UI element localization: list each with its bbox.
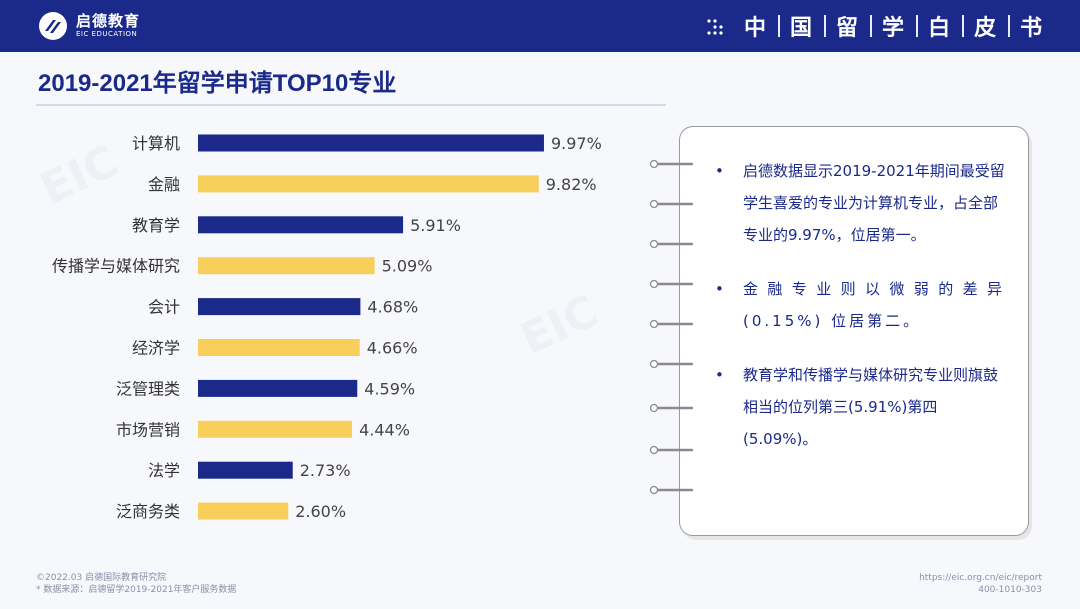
category-label: 传播学与媒体研究: [52, 257, 180, 276]
category-label: 教育学: [132, 216, 180, 235]
title-separator: [1008, 15, 1011, 37]
logo[interactable]: 启德教育 EIC EDUCATION: [38, 10, 140, 42]
category-label: 计算机: [132, 134, 180, 153]
note-item: • 启德数据显示2019-2021年期间最受留学生喜爱的专业为计算机专业，占全部…: [715, 155, 1005, 251]
footer-left: ©2022.03 启德国际教育研究院 * 数据来源：启德留学2019-2021年…: [36, 572, 236, 596]
title-separator: [916, 15, 919, 37]
bar: [198, 379, 358, 397]
note-item: • 教育学和传播学与媒体研究专业则旗鼓相当的位列第三(5.91%)第四(5.09…: [715, 359, 1005, 455]
bar: [198, 175, 539, 193]
value-label: 5.09%: [382, 257, 433, 276]
category-label: 法学: [148, 461, 180, 480]
footer-right: https://eic.org.cn/eic/report 400-1010-3…: [919, 572, 1042, 596]
category-label: 经济学: [132, 339, 180, 358]
logo-name-cn: 启德教育: [76, 12, 141, 30]
bar: [198, 420, 353, 438]
title-char: 白: [928, 16, 953, 41]
title-separator: [870, 15, 873, 37]
ring-binder-icon: [649, 239, 694, 249]
value-label: 2.60%: [295, 502, 346, 521]
bar: [198, 216, 404, 234]
category-label: 市场营销: [116, 420, 180, 439]
ring-binder-icon: [649, 403, 694, 413]
title-separator: [824, 15, 827, 37]
title-char: 皮: [974, 16, 999, 41]
ring-binder-icon: [649, 359, 694, 369]
category-label: 泛管理类: [116, 379, 180, 398]
title-separator: [778, 15, 781, 37]
title-char: 中: [744, 16, 769, 41]
report-url-link[interactable]: https://eic.org.cn/eic/report: [919, 573, 1042, 583]
ring-binder-icon: [649, 199, 694, 209]
report-title: 中国留学白皮书: [744, 11, 1044, 41]
category-label: 金融: [148, 175, 180, 194]
value-label: 4.66%: [367, 339, 418, 358]
value-label: 4.68%: [367, 298, 418, 317]
category-label: 会计: [148, 298, 180, 317]
value-label: 9.82%: [546, 175, 597, 194]
bullet-icon: •: [715, 162, 724, 180]
notebook-card: [679, 126, 1029, 536]
title-char: 书: [1020, 16, 1045, 41]
notes-list: • 启德数据显示2019-2021年期间最受留学生喜爱的专业为计算机专业，占全部…: [715, 155, 1005, 477]
ring-binder-icon: [649, 485, 694, 495]
header-bar: 启德教育 EIC EDUCATION 中国留学白皮书: [0, 0, 1080, 52]
page-title: 2019-2021年留学申请TOP10专业: [38, 70, 397, 97]
bar: [198, 134, 544, 152]
bar: [198, 298, 361, 316]
value-label: 5.91%: [410, 216, 461, 235]
phone-number: 400-1010-303: [978, 585, 1042, 595]
bar: [198, 502, 289, 520]
source-text: * 数据来源：启德留学2019-2021年客户服务数据: [36, 585, 237, 595]
bar: [198, 339, 360, 356]
dots-grid-icon: [707, 19, 723, 35]
bar: [198, 257, 375, 275]
ring-binder-icon: [649, 159, 694, 169]
value-label: 2.73%: [300, 461, 351, 480]
title-char: 国: [790, 16, 815, 41]
note-item: • 金融专业则以微弱的差异(0.15%) 位居第二。: [715, 273, 1005, 337]
eic-logo-icon: [39, 12, 67, 40]
note-text: 金融专业则以微弱的差异(0.15%) 位居第二。: [743, 280, 1005, 330]
logo-name-en: EIC EDUCATION: [76, 30, 138, 38]
category-label: 泛商务类: [116, 502, 180, 521]
bar: [198, 461, 293, 479]
title-char: 学: [882, 16, 907, 41]
value-label: 9.97%: [551, 134, 602, 153]
value-label: 4.59%: [364, 379, 415, 398]
note-text: 启德数据显示2019-2021年期间最受留学生喜爱的专业为计算机专业，占全部专业…: [743, 162, 1005, 244]
title-divider: [36, 104, 666, 106]
title-char: 留: [836, 16, 861, 41]
ring-binder-icon: [649, 279, 694, 289]
notebook-rings: [649, 159, 694, 495]
copyright-text: ©2022.03 启德国际教育研究院: [36, 573, 167, 583]
title-separator: [962, 15, 965, 37]
bullet-icon: •: [715, 366, 724, 384]
ring-binder-icon: [649, 319, 694, 329]
note-text: 教育学和传播学与媒体研究专业则旗鼓相当的位列第三(5.91%)第四(5.09%)…: [743, 366, 999, 448]
bar-chart: 计算机 9.97% 金融 9.82% 教育学 5.91% 传播学与媒体研究 5.09% 会计 4.…: [52, 134, 602, 521]
ring-binder-icon: [649, 445, 694, 455]
bullet-icon: •: [715, 280, 727, 298]
value-label: 4.44%: [359, 420, 410, 439]
